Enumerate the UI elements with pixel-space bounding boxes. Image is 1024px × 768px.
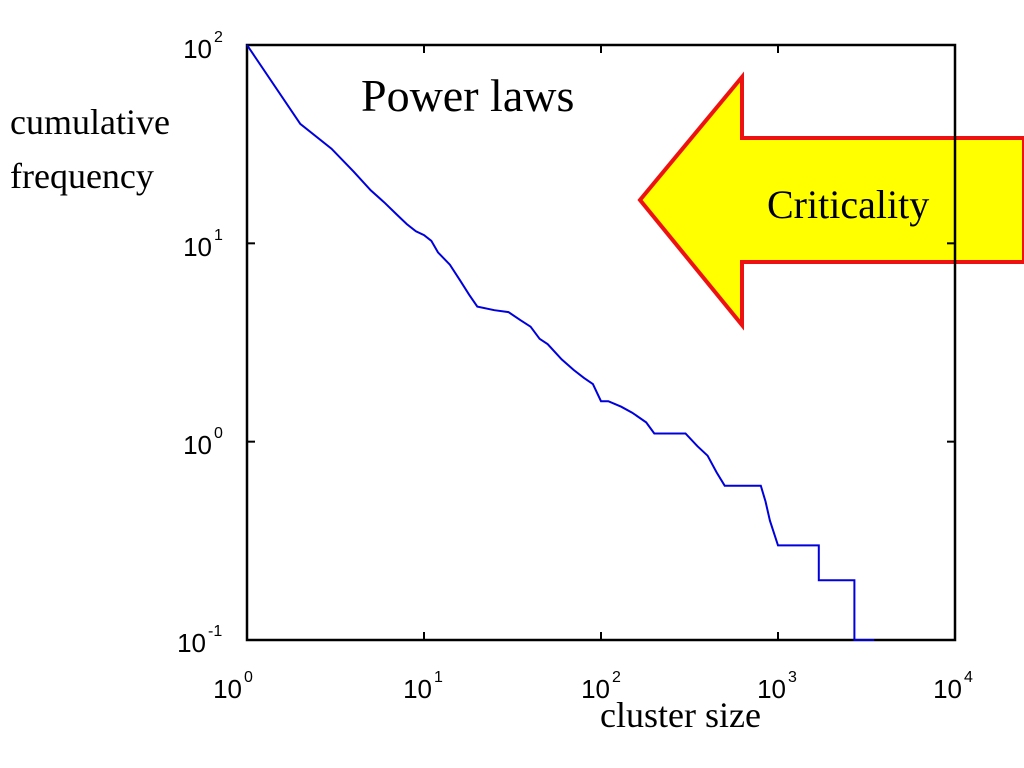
y-tick-exponent: 2 bbox=[214, 29, 223, 46]
y-tick-exponent: -1 bbox=[208, 623, 222, 640]
y-tick-exponent: 0 bbox=[214, 425, 223, 442]
x-tick-exponent: 3 bbox=[788, 669, 797, 686]
x-tick-exponent: 1 bbox=[434, 669, 443, 686]
plot-frame bbox=[245, 43, 957, 642]
x-tick-exponent: 2 bbox=[612, 669, 621, 686]
y-tick-labels: 10 2 10 1 10 0 10 -1 bbox=[177, 29, 223, 658]
y-tick-label: 10 bbox=[183, 34, 212, 64]
x-tick-label: 10 bbox=[933, 674, 962, 704]
chart-title: Power laws bbox=[361, 70, 574, 121]
criticality-arrow bbox=[637, 71, 1024, 331]
x-axis-label: cluster size bbox=[600, 695, 761, 735]
y-tick-label: 10 bbox=[177, 628, 206, 658]
series-line bbox=[246, 44, 875, 641]
y-tick-label: 10 bbox=[183, 430, 212, 460]
x-tick-exponent: 4 bbox=[964, 669, 973, 686]
x-tick-labels: 10 0 10 1 10 2 10 3 10 4 bbox=[213, 669, 973, 704]
axis-ticks bbox=[246, 44, 956, 641]
x-tick-label: 10 bbox=[213, 674, 242, 704]
x-tick-exponent: 0 bbox=[244, 669, 253, 686]
y-axis-label-line-2: frequency bbox=[10, 156, 154, 196]
criticality-label: Criticality bbox=[767, 182, 929, 227]
y-tick-exponent: 1 bbox=[214, 227, 223, 244]
x-tick-label: 10 bbox=[403, 674, 432, 704]
y-axis-label-line-1: cumulative bbox=[10, 102, 170, 142]
x-tick-label: 10 bbox=[581, 674, 610, 704]
x-tick-label: 10 bbox=[757, 674, 786, 704]
y-tick-label: 10 bbox=[183, 232, 212, 262]
